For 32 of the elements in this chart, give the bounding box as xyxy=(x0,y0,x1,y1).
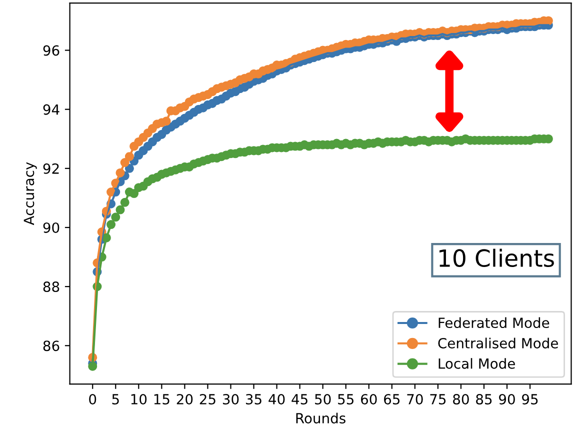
y-tick-label: 86 xyxy=(43,340,60,352)
x-tick-label: 50 xyxy=(315,394,331,404)
y-tick-label: 90 xyxy=(43,222,60,233)
legend-label: Local Mode xyxy=(438,358,515,369)
x-tick-label: 0 xyxy=(89,394,96,404)
x-tick-label: 40 xyxy=(268,394,285,404)
x-tick-label: 25 xyxy=(200,394,216,404)
x-tick-label: 55 xyxy=(338,394,354,404)
x-axis-title: Rounds xyxy=(296,412,346,424)
x-tick-label: 60 xyxy=(361,394,377,404)
y-tick-label: 94 xyxy=(43,104,60,115)
x-tick-label: 80 xyxy=(453,394,469,404)
y-tick-label: 88 xyxy=(43,282,60,292)
x-tick-label: 70 xyxy=(407,394,423,404)
y-tick-label: 96 xyxy=(43,45,60,56)
legend-label: Centralised Mode xyxy=(438,338,558,348)
y-tick-label: 92 xyxy=(43,163,59,174)
x-tick-label: 65 xyxy=(384,394,400,404)
x-tick-label: 90 xyxy=(499,394,515,404)
x-tick-label: 95 xyxy=(522,394,538,404)
x-tick-label: 75 xyxy=(430,394,446,404)
x-tick-label: 5 xyxy=(112,394,119,404)
y-axis-title: Accuracy xyxy=(24,162,37,226)
annotation: 10 Clients xyxy=(440,248,554,268)
x-tick-label: 35 xyxy=(246,394,262,404)
x-tick-label: 20 xyxy=(176,394,193,404)
x-tick-label: 15 xyxy=(154,394,170,404)
x-tick-label: 30 xyxy=(222,394,239,404)
x-tick-label: 85 xyxy=(476,394,492,404)
legend-label: Federated Mode xyxy=(438,317,550,328)
x-tick-label: 10 xyxy=(131,394,147,404)
x-tick-label: 45 xyxy=(292,394,308,404)
